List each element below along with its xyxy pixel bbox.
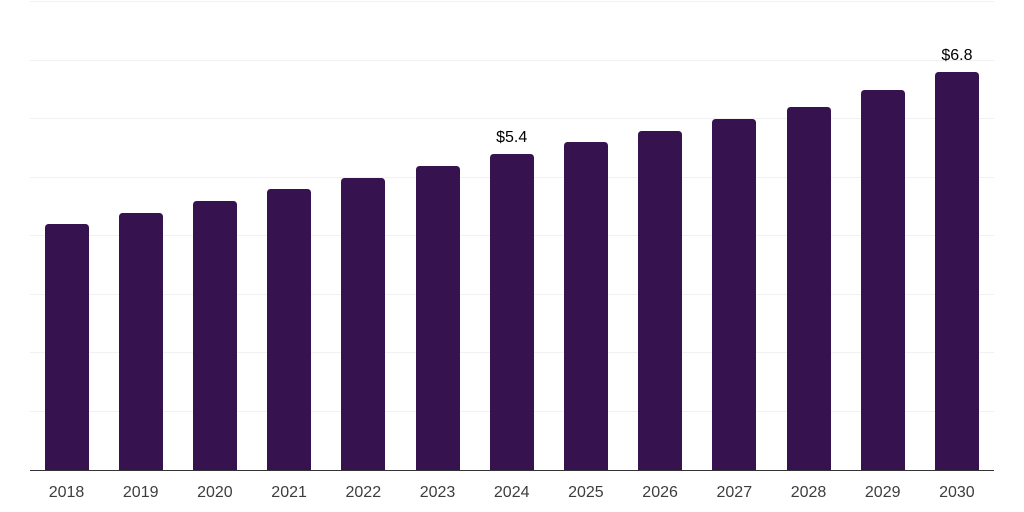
bar-2020 — [192, 200, 237, 470]
x-tick-label-2029: 2029 — [864, 484, 901, 501]
x-tick-label-2024: 2024 — [493, 484, 530, 501]
x-axis-line — [30, 470, 994, 471]
bar-2018 — [44, 224, 89, 470]
x-tick-label-2023: 2023 — [419, 484, 456, 501]
gridline-y7 — [30, 59, 994, 61]
x-tick-label-2025: 2025 — [568, 484, 604, 501]
x-tick-label-2018: 2018 — [48, 484, 85, 501]
bar-2025 — [563, 142, 608, 470]
gridline-y8 — [30, 1, 994, 2]
bar-2026 — [638, 130, 683, 470]
bar-2021 — [267, 189, 312, 470]
x-tick-label-2027: 2027 — [716, 484, 753, 501]
bar-2030 — [934, 72, 979, 470]
bar-2023 — [415, 165, 460, 470]
bar-2022 — [341, 177, 386, 470]
bar-2027 — [712, 119, 757, 470]
x-tick-label-2028: 2028 — [790, 484, 827, 501]
bar-2029 — [860, 89, 905, 470]
x-tick-label-2019: 2019 — [122, 484, 159, 501]
plot-area: $5.4 $6.8 — [30, 1, 994, 471]
bar-2028 — [786, 107, 831, 470]
gridline-y6 — [30, 118, 994, 119]
bar-2024 — [489, 154, 534, 470]
x-tick-label-2030: 2030 — [939, 484, 975, 501]
value-label-2024: $5.4 — [496, 128, 528, 146]
bar-2019 — [118, 212, 163, 470]
value-label-2030: $6.8 — [941, 46, 973, 64]
x-tick-label-2022: 2022 — [345, 484, 382, 501]
x-tick-label-2020: 2020 — [197, 484, 233, 501]
x-tick-label-2021: 2021 — [271, 484, 307, 501]
x-tick-label-2026: 2026 — [642, 484, 678, 501]
